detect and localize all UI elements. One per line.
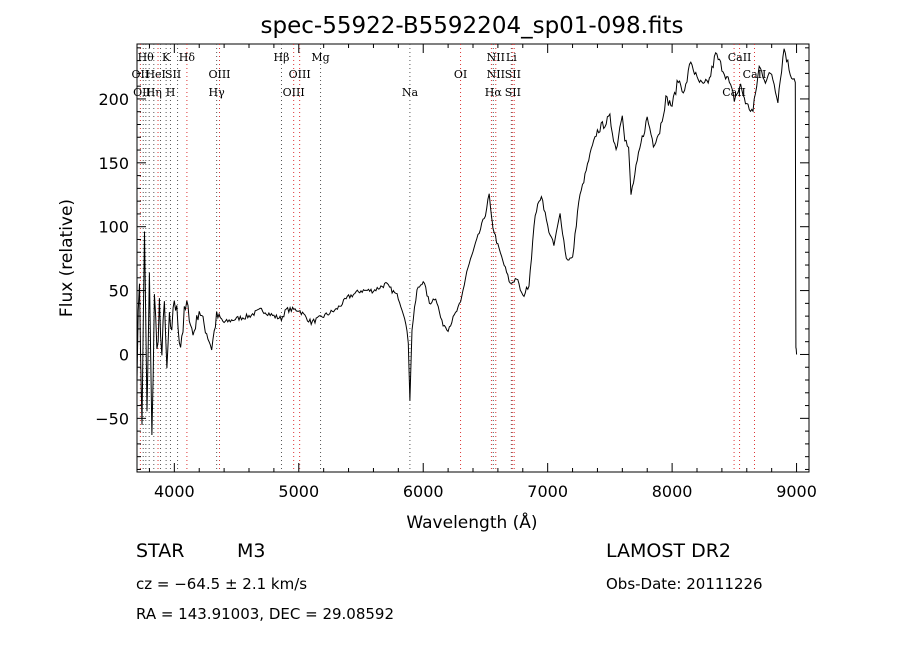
x-tick-label: 8000 bbox=[652, 482, 693, 501]
y-tick-label: 100 bbox=[98, 218, 129, 237]
observation-date: Obs-Date: 20111226 bbox=[606, 575, 763, 593]
chart-title: spec-55922-B5592204_sp01-098.fits bbox=[261, 13, 684, 39]
line-label: H bbox=[166, 86, 176, 99]
plot-frame bbox=[136, 43, 810, 473]
line-label: Hγ bbox=[209, 86, 226, 99]
line-label: CaII bbox=[743, 68, 767, 81]
line-label: OII bbox=[133, 86, 151, 99]
x-tick-label: 6000 bbox=[403, 482, 444, 501]
line-label: SII bbox=[165, 68, 181, 81]
line-label: SII bbox=[505, 68, 521, 81]
line-label: CaII bbox=[728, 51, 752, 64]
survey-name: LAMOST DR2 bbox=[606, 540, 731, 562]
line-label: OI bbox=[454, 68, 467, 81]
object-subclass: M3 bbox=[237, 540, 266, 562]
y-axis-ticks: −50 0 50 100 150 200 bbox=[95, 47, 809, 470]
sky-coordinates: RA = 143.91003, DEC = 29.08592 bbox=[136, 605, 395, 623]
x-tick-label: 7000 bbox=[527, 482, 568, 501]
line-label: CaII bbox=[722, 86, 746, 99]
line-label: K bbox=[162, 51, 171, 64]
line-label: SII bbox=[505, 86, 521, 99]
object-class: STAR bbox=[136, 540, 185, 562]
line-label: OII bbox=[132, 68, 150, 81]
line-label: Na bbox=[402, 86, 419, 99]
line-label: OIII bbox=[283, 86, 305, 99]
y-tick-label: −50 bbox=[95, 409, 129, 428]
line-label: Li bbox=[506, 51, 517, 64]
x-tick-label: 9000 bbox=[776, 482, 817, 501]
x-tick-label: 5000 bbox=[278, 482, 319, 501]
line-label: Hβ bbox=[274, 51, 290, 64]
line-label: NII bbox=[487, 51, 505, 64]
spectrum-line bbox=[136, 48, 798, 436]
line-label: NII bbox=[487, 68, 505, 81]
line-label: Hθ bbox=[138, 51, 155, 64]
y-axis-label: Flux (relative) bbox=[57, 199, 77, 317]
line-label: Hδ bbox=[179, 51, 196, 64]
emission-line-markers bbox=[139, 44, 755, 472]
line-label: Hη bbox=[146, 86, 162, 99]
line-label: OIII bbox=[208, 68, 230, 81]
x-axis-label: Wavelength (Å) bbox=[406, 511, 537, 533]
line-label: HeI bbox=[145, 68, 165, 81]
y-tick-label: 200 bbox=[98, 90, 129, 109]
line-label: Mg bbox=[311, 51, 329, 64]
line-label: Hα bbox=[485, 86, 503, 99]
x-axis-ticks: 4000 5000 6000 7000 8000 9000 bbox=[148, 44, 817, 501]
redshift-velocity: cz = −64.5 ± 2.1 km/s bbox=[136, 575, 308, 593]
y-tick-label: 0 bbox=[119, 345, 129, 364]
line-label: OIII bbox=[289, 68, 311, 81]
y-tick-label: 150 bbox=[98, 154, 129, 173]
x-tick-label: 4000 bbox=[154, 482, 195, 501]
y-tick-label: 50 bbox=[109, 282, 129, 301]
